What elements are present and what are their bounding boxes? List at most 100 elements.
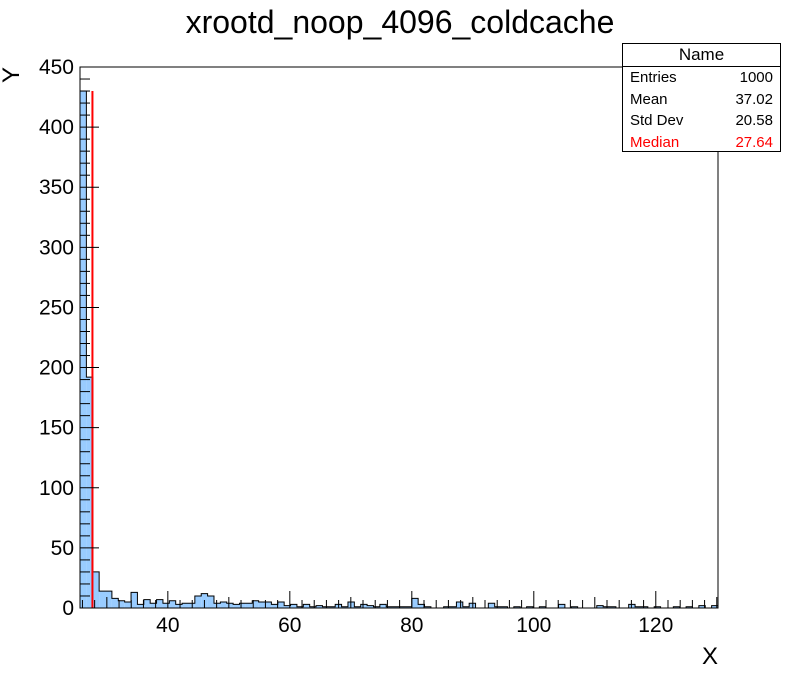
histogram-bar bbox=[571, 606, 578, 608]
stats-box: Name Entries 1000 Mean 37.02 Std Dev 20.… bbox=[622, 43, 781, 152]
histogram-bar bbox=[526, 606, 533, 608]
histogram-bars bbox=[79, 90, 719, 609]
y-tick-label: 150 bbox=[39, 417, 74, 440]
y-tick-label: 450 bbox=[39, 56, 74, 79]
histogram-bar bbox=[686, 606, 693, 608]
histogram-bar bbox=[635, 606, 642, 608]
histogram-bar bbox=[309, 606, 317, 608]
histogram-bar bbox=[328, 606, 336, 608]
histogram-bar bbox=[137, 604, 144, 608]
x-axis: 40 60 80 100 120 bbox=[81, 591, 718, 637]
histogram-bar bbox=[411, 598, 419, 608]
y-tick-label: 100 bbox=[39, 477, 74, 500]
histogram-bar bbox=[673, 606, 680, 608]
histogram-bar bbox=[271, 604, 278, 608]
histogram-bar bbox=[156, 599, 163, 608]
histogram-bar bbox=[405, 606, 412, 608]
histogram-bar bbox=[99, 591, 106, 608]
histogram-bar bbox=[284, 605, 291, 608]
histogram-bar bbox=[501, 606, 508, 608]
histogram-bar bbox=[239, 603, 246, 608]
x-tick-label: 120 bbox=[638, 614, 673, 637]
x-tick-label: 80 bbox=[400, 614, 423, 637]
histogram-bar bbox=[418, 604, 425, 608]
y-axis: 0 50 100 150 200 250 300 350 400 450 bbox=[39, 56, 99, 620]
histogram-outline bbox=[79, 90, 719, 609]
chart-title: xrootd_noop_4096_coldcache bbox=[186, 4, 615, 40]
stats-label: Entries bbox=[630, 69, 677, 86]
histogram-bar bbox=[111, 598, 119, 608]
histogram-bar bbox=[379, 604, 387, 608]
stats-row-median: Median 27.64 bbox=[623, 132, 780, 154]
histogram-bar bbox=[252, 600, 259, 608]
histogram-bar bbox=[456, 601, 463, 608]
histogram-bar bbox=[341, 606, 348, 608]
histogram-bar bbox=[105, 591, 112, 608]
histogram-bar bbox=[360, 604, 368, 608]
histogram-bar bbox=[513, 606, 521, 608]
histogram-bar bbox=[290, 604, 297, 608]
histogram-bar bbox=[443, 606, 451, 608]
histogram-bar bbox=[450, 606, 457, 608]
histogram-bar bbox=[698, 605, 706, 608]
x-tick-label: 100 bbox=[516, 614, 551, 637]
histogram-bar bbox=[220, 601, 227, 608]
x-axis-label: X bbox=[702, 643, 718, 670]
stats-row-stddev: Std Dev 20.58 bbox=[623, 110, 780, 132]
histogram-bar bbox=[488, 603, 495, 608]
stats-value: 20.58 bbox=[735, 112, 773, 129]
histogram-bar bbox=[399, 606, 406, 608]
y-axis-label: Y bbox=[0, 67, 25, 83]
y-tick-label: 300 bbox=[39, 236, 74, 259]
y-tick-label: 400 bbox=[39, 116, 74, 139]
x-tick-label: 40 bbox=[156, 614, 179, 637]
histogram-bar bbox=[296, 606, 304, 608]
histogram-bar bbox=[494, 606, 502, 608]
stats-label: Median bbox=[630, 133, 680, 151]
histogram-bar bbox=[322, 606, 329, 608]
histogram-bar bbox=[354, 606, 361, 608]
histogram-bar bbox=[367, 605, 374, 608]
x-tick-label: 60 bbox=[278, 614, 301, 637]
histogram-bar bbox=[124, 601, 132, 608]
histogram-bar bbox=[462, 606, 470, 608]
stats-label: Std Dev bbox=[630, 112, 684, 129]
y-tick-label: 50 bbox=[51, 537, 74, 560]
stats-label: Mean bbox=[630, 90, 668, 108]
stats-row-entries: Entries 1000 bbox=[623, 67, 780, 89]
histogram-bar bbox=[392, 606, 399, 608]
histogram-bar bbox=[118, 600, 125, 608]
histogram-bar bbox=[86, 377, 93, 608]
histogram-bar bbox=[373, 606, 380, 608]
histogram-bar bbox=[596, 605, 604, 608]
histogram-bar bbox=[194, 595, 202, 608]
histogram-bar bbox=[169, 600, 176, 608]
histogram-bar bbox=[609, 606, 616, 608]
histogram-bar bbox=[654, 606, 661, 608]
stats-value: 1000 bbox=[739, 69, 773, 86]
histogram-bar bbox=[182, 603, 189, 608]
y-tick-label: 250 bbox=[39, 296, 74, 319]
histogram-bar bbox=[188, 603, 195, 608]
histogram-bar bbox=[131, 592, 138, 608]
histogram-bar bbox=[558, 604, 565, 608]
histogram-bar bbox=[143, 599, 151, 608]
histogram-bar bbox=[150, 603, 157, 608]
histogram-bar bbox=[226, 603, 234, 608]
histogram-bar bbox=[303, 604, 310, 608]
plot-frame bbox=[79, 66, 719, 609]
histogram-bar bbox=[711, 605, 718, 608]
histogram-bar bbox=[386, 606, 393, 608]
histogram-bar bbox=[233, 604, 240, 608]
histogram-bar bbox=[424, 606, 431, 608]
histogram-bar bbox=[162, 603, 170, 608]
histogram-bar bbox=[603, 606, 610, 608]
y-tick-label: 200 bbox=[39, 357, 74, 380]
histogram-bar bbox=[207, 595, 214, 608]
histogram-bar bbox=[641, 606, 648, 608]
histogram-bar bbox=[316, 605, 323, 608]
histogram-bar bbox=[245, 603, 253, 608]
histogram-bar bbox=[539, 606, 546, 608]
histogram-bar bbox=[80, 91, 87, 609]
